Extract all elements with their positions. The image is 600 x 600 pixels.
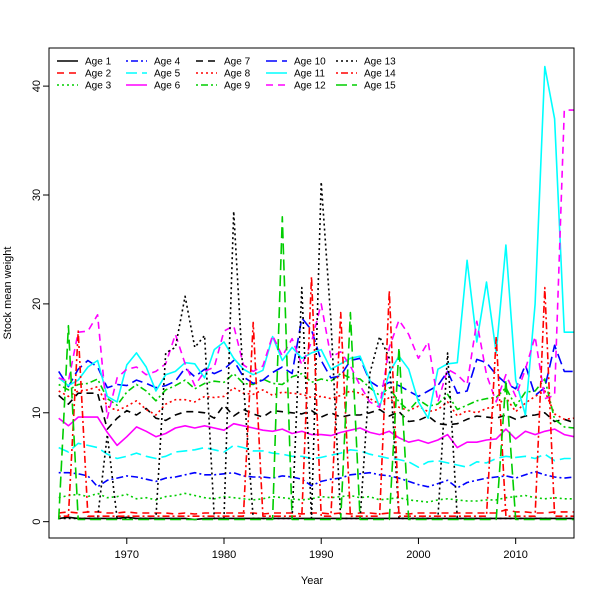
legend-label-age-1: Age 1 (85, 57, 112, 68)
axes: 1970 1980 1990 2000 2010 0 10 20 30 40 (31, 80, 528, 561)
legend-label-age-15: Age 15 (364, 81, 396, 92)
legend-label-age-2: Age 2 (85, 69, 112, 80)
y-tick-label: 30 (31, 189, 43, 201)
legend-label-age-11: Age 11 (294, 69, 325, 80)
plot-frame (48, 47, 575, 539)
series-lines (57, 65, 575, 521)
series-line-age-6 (58, 416, 575, 449)
legend-label-age-12: Age 12 (294, 81, 326, 92)
legend-label-age-4: Age 4 (154, 57, 181, 68)
x-tick-label: 1970 (115, 549, 139, 561)
y-tick-label: 10 (31, 407, 43, 419)
series-line-age-2 (58, 508, 574, 515)
x-tick-label: 1990 (309, 549, 333, 561)
legend-label-age-10: Age 10 (294, 57, 326, 68)
y-tick-label: 40 (31, 80, 43, 92)
legend-label-age-8: Age 8 (224, 69, 251, 80)
x-tick-label: 2000 (406, 549, 430, 561)
legend-label-age-13: Age 13 (364, 57, 396, 68)
series-line-age-8 (58, 385, 575, 421)
series-line-age-12 (58, 109, 574, 420)
y-axis-label: Stock mean weight (2, 247, 14, 340)
series-line-age-7 (58, 392, 575, 430)
series-line-age-5 (58, 442, 574, 469)
legend-label-age-14: Age 14 (364, 69, 396, 80)
x-axis-label: Year (301, 575, 324, 587)
series-line-age-10 (58, 317, 574, 398)
legend-label-age-7: Age 7 (224, 57, 251, 68)
x-tick-label: 2010 (503, 549, 527, 561)
legend-label-age-9: Age 9 (224, 81, 251, 92)
x-tick-label: 1980 (212, 549, 236, 561)
legend-label-age-3: Age 3 (85, 81, 112, 92)
series-line-age-15 (57, 216, 574, 521)
legend-label-age-5: Age 5 (154, 69, 181, 80)
series-line-age-13 (58, 181, 574, 520)
series-line-age-9 (58, 372, 575, 429)
y-tick-label: 20 (31, 298, 43, 310)
legend-label-age-6: Age 6 (154, 81, 181, 92)
y-tick-label: 0 (31, 519, 43, 525)
series-line-age-11 (58, 65, 574, 420)
